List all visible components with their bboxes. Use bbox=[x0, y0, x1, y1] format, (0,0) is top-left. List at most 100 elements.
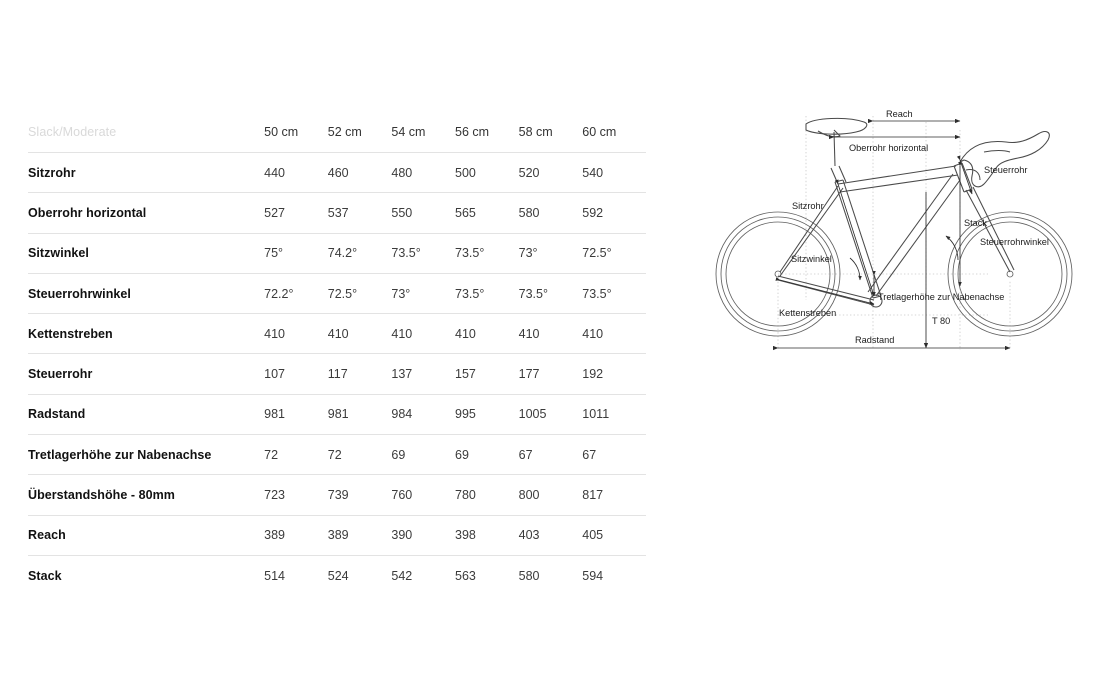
cell-value: 398 bbox=[455, 528, 476, 543]
cell-value: 817 bbox=[582, 488, 604, 503]
front-tire bbox=[947, 211, 1073, 337]
handlebar-detail bbox=[983, 149, 1011, 153]
table-row: Tretlagerhöhe zur Nabenachse 72 72 69 69… bbox=[28, 434, 646, 475]
fork-blade-left bbox=[965, 189, 1011, 273]
table-row: Kettenstreben 410 410 410 410 410 410 bbox=[28, 313, 646, 354]
header-slack-moderate: Slack/Moderate bbox=[28, 125, 117, 139]
cell-value: 389 bbox=[264, 528, 286, 543]
headtube-dimension-line bbox=[956, 155, 973, 195]
row-label: Steuerrohrwinkel bbox=[28, 286, 131, 301]
cell-value: 73.5° bbox=[455, 286, 485, 301]
header-size-50: 50 cm bbox=[264, 125, 299, 139]
cell-value: 1005 bbox=[518, 407, 547, 422]
cell-value: 73.5° bbox=[455, 246, 485, 261]
cell-value: 157 bbox=[455, 367, 476, 382]
header-row: Slack/Moderate 50 cm 52 cm 54 cm 56 cm 5… bbox=[28, 112, 646, 153]
bicycle-geometry-diagram: Reach Oberrohr horizontal Sitzrohr Steue… bbox=[688, 100, 1100, 370]
cell-value: 440 bbox=[264, 165, 286, 180]
row-label: Stack bbox=[28, 568, 62, 583]
cell-value: 1011 bbox=[582, 407, 610, 422]
headangle-arc bbox=[945, 235, 959, 261]
cell-value: 540 bbox=[582, 165, 604, 180]
seat-stay-lower bbox=[779, 187, 844, 277]
cell-value: 410 bbox=[327, 326, 349, 341]
cell-value: 410 bbox=[518, 326, 540, 341]
fork-blade-right bbox=[972, 186, 1015, 271]
table-body: Sitzrohr 440 460 480 500 520 540 Oberroh… bbox=[28, 152, 646, 596]
cell-value: 67 bbox=[582, 447, 597, 462]
geometry-table: Slack/Moderate 50 cm 52 cm 54 cm 56 cm 5… bbox=[28, 112, 646, 595]
table-row: Stack 514 524 542 563 580 594 bbox=[28, 555, 646, 595]
row-label: Reach bbox=[28, 528, 66, 543]
label-stack: Stack bbox=[964, 218, 987, 228]
seat-tube-front bbox=[834, 181, 874, 299]
cell-value: 550 bbox=[391, 205, 413, 220]
seattube-dimension-line bbox=[834, 179, 875, 297]
label-reach: Reach bbox=[886, 109, 913, 119]
geometry-table-container: Slack/Moderate 50 cm 52 cm 54 cm 56 cm 5… bbox=[28, 112, 646, 595]
cell-value: 73° bbox=[518, 246, 538, 261]
table-row: Sitzrohr 440 460 480 500 520 540 bbox=[28, 152, 646, 193]
handlebar bbox=[959, 131, 1050, 188]
cell-value: 390 bbox=[391, 528, 413, 543]
cell-value: 981 bbox=[264, 407, 286, 422]
dimension-labels: Reach Oberrohr horizontal Sitzrohr Steue… bbox=[779, 109, 1049, 345]
seatpost-right bbox=[838, 165, 847, 183]
label-sitzrohr: Sitzrohr bbox=[792, 201, 824, 211]
cell-value: 542 bbox=[391, 568, 413, 583]
cell-value: 514 bbox=[264, 568, 286, 583]
label-steuerrohr: Steuerrohr bbox=[984, 165, 1027, 175]
cell-value: 72.5° bbox=[582, 246, 612, 261]
seat-stay-upper bbox=[779, 185, 839, 273]
header-size-56: 56 cm bbox=[455, 125, 490, 139]
row-label: Steuerrohr bbox=[28, 367, 93, 382]
seatangle-arc bbox=[849, 257, 862, 281]
header-size-54: 54 cm bbox=[391, 125, 426, 139]
header-size-60: 60 cm bbox=[582, 125, 617, 139]
row-label: Oberrohr horizontal bbox=[28, 205, 147, 220]
cell-value: 524 bbox=[327, 568, 349, 583]
seat-tube-rear bbox=[842, 179, 882, 297]
header-size-52: 52 cm bbox=[327, 125, 362, 139]
row-label: Überstandshöhe - 80mm bbox=[28, 488, 175, 503]
cell-value: 72 bbox=[264, 447, 279, 462]
chainstay-dimension-line bbox=[775, 277, 875, 305]
label-steuerrohrwinkel: Steuerrohrwinkel bbox=[980, 237, 1049, 247]
cell-value: 72 bbox=[327, 447, 342, 462]
label-kettenstreben: Kettenstreben bbox=[779, 308, 836, 318]
cell-value: 739 bbox=[327, 488, 349, 503]
cell-value: 580 bbox=[518, 205, 540, 220]
cell-value: 72.5° bbox=[327, 286, 358, 301]
table-header: Slack/Moderate 50 cm 52 cm 54 cm 56 cm 5… bbox=[28, 112, 646, 153]
cell-value: 107 bbox=[264, 367, 286, 382]
cell-value: 580 bbox=[518, 568, 540, 583]
cell-value: 74.2° bbox=[327, 246, 358, 261]
chain-stay-lower bbox=[777, 279, 875, 306]
cell-value: 117 bbox=[327, 367, 348, 382]
head-tube-right bbox=[961, 162, 973, 190]
table-row: Oberrohr horizontal 527 537 550 565 580 … bbox=[28, 192, 646, 233]
table-row: Reach 389 389 390 398 403 405 bbox=[28, 515, 646, 555]
cell-value: 723 bbox=[264, 488, 286, 503]
head-tube-left bbox=[953, 165, 965, 193]
table-row: Sitzwinkel 75° 74.2° 73.5° 73.5° 73° 72.… bbox=[28, 233, 646, 273]
cell-value: 73.5° bbox=[582, 286, 612, 301]
cell-value: 69 bbox=[391, 447, 406, 462]
cell-value: 760 bbox=[391, 488, 413, 503]
table-row: Überstandshöhe - 80mm 723 739 760 780 80… bbox=[28, 474, 646, 515]
cell-value: 500 bbox=[455, 165, 476, 180]
row-label: Sitzrohr bbox=[28, 165, 76, 180]
down-tube-front bbox=[875, 179, 961, 297]
label-oberrohr-horizontal: Oberrohr horizontal bbox=[849, 143, 928, 153]
down-tube-rear bbox=[867, 173, 954, 293]
cell-value: 405 bbox=[582, 528, 604, 543]
cell-value: 73.5° bbox=[518, 286, 548, 301]
row-label: Sitzwinkel bbox=[28, 246, 89, 261]
front-rim-outer bbox=[952, 216, 1068, 332]
front-rim-inner bbox=[957, 221, 1063, 327]
rear-rim-inner bbox=[725, 221, 831, 327]
row-label: Tretlagerhöhe zur Nabenachse bbox=[28, 447, 212, 462]
cell-value: 192 bbox=[582, 367, 604, 382]
cell-value: 780 bbox=[455, 488, 476, 503]
saddle-rail bbox=[817, 129, 841, 138]
